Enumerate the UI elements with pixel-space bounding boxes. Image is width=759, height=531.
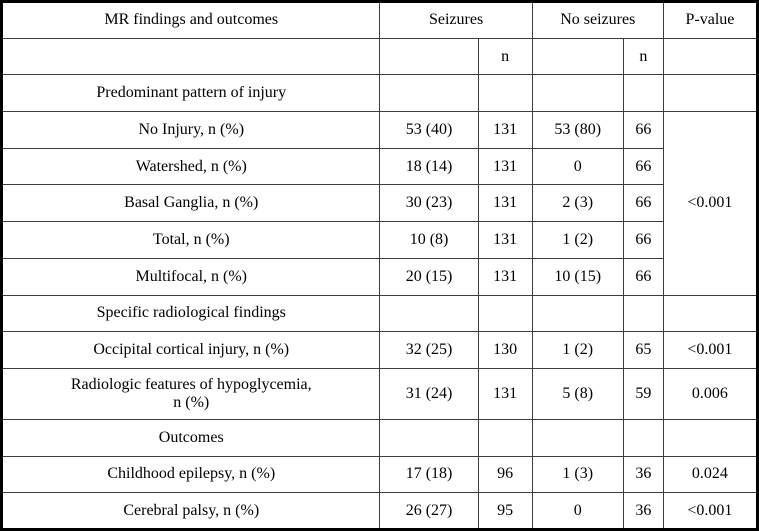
- cell-no-seizures-n: 36: [622, 492, 664, 530]
- cell-no-seizures-value: 2 (3): [531, 184, 624, 223]
- cell-seizures-n: 131: [477, 184, 533, 223]
- cell-seizures-value: 30 (23): [379, 184, 479, 223]
- cell-seizures-value: 32 (25): [379, 331, 479, 369]
- cell-no-seizures-value: [531, 294, 624, 333]
- header-seizures: Seizures: [379, 1, 533, 39]
- cell-label: No Injury, n (%): [0, 111, 381, 149]
- cell-seizures-value: 10 (8): [379, 221, 479, 259]
- cell-label: Predominant pattern of injury: [0, 74, 381, 113]
- cell-no-seizures-n: 65: [622, 331, 664, 369]
- cell-no-seizures-n: [622, 294, 664, 333]
- cell-label: Specific radiological findings: [0, 294, 381, 333]
- cell-seizures-value: 17 (18): [379, 455, 479, 494]
- cell-seizures-n: [477, 418, 533, 457]
- subheader-no-seizures-value-cell: [531, 37, 624, 76]
- cell-pvalue: [662, 294, 759, 333]
- cell-no-seizures-n: 66: [622, 111, 664, 149]
- row-basal-ganglia: Basal Ganglia, n (%) 30 (23) 131 2 (3) 6…: [0, 184, 758, 223]
- cell-label: Childhood epilepsy, n (%): [0, 455, 381, 494]
- row-childhood-epilepsy: Childhood epilepsy, n (%) 17 (18) 96 1 (…: [0, 455, 759, 494]
- cell-seizures-value: [379, 74, 479, 113]
- row-no-injury: No Injury, n (%) 53 (40) 131 53 (80) 66 …: [0, 111, 759, 296]
- cell-no-seizures-value: [531, 74, 624, 113]
- cell-seizures-n: [477, 294, 533, 333]
- cell-no-seizures-n: 66: [622, 147, 664, 186]
- header-row: MR findings and outcomes Seizures No sei…: [0, 1, 759, 39]
- cell-no-seizures-value: 10 (15): [531, 257, 624, 296]
- row-outcomes: Outcomes: [0, 418, 759, 457]
- header-pvalue: P-value: [662, 1, 759, 39]
- cell-pvalue: <0.001: [662, 492, 759, 530]
- cell-seizures-n: 130: [477, 331, 533, 369]
- cell-seizures-value: 31 (24): [379, 367, 479, 420]
- row-hypoglycemia-features: Radiologic features of hypoglycemia, n (…: [0, 367, 759, 420]
- cell-label: Cerebral palsy, n (%): [0, 492, 381, 530]
- cell-seizures-n: 131: [477, 367, 533, 420]
- row-specific-findings: Specific radiological findings: [0, 294, 759, 333]
- cell-no-seizures-value: 1 (2): [531, 221, 624, 259]
- header-mr-findings: MR findings and outcomes: [0, 1, 381, 39]
- cell-seizures-n: 131: [477, 221, 533, 259]
- cell-label: Watershed, n (%): [0, 147, 381, 186]
- cell-seizures-n: 131: [477, 147, 533, 186]
- row-cerebral-palsy: Cerebral palsy, n (%) 26 (27) 95 0 36 <0…: [0, 492, 759, 530]
- cell-seizures-n: 96: [477, 455, 533, 494]
- cell-no-seizures-value: 1 (2): [531, 331, 624, 369]
- cell-no-seizures-value: [531, 418, 624, 457]
- row-watershed: Watershed, n (%) 18 (14) 131 0 66: [0, 147, 758, 186]
- subheader-seizures-value-cell: [379, 37, 479, 76]
- subheader-seizures-n: n: [477, 37, 533, 76]
- cell-no-seizures-value: 53 (80): [531, 111, 624, 149]
- cell-pvalue: [662, 418, 759, 457]
- cell-no-seizures-value: 0: [531, 492, 624, 530]
- subheader-row: n n: [0, 37, 759, 76]
- cell-seizures-value: 18 (14): [379, 147, 479, 186]
- cell-no-seizures-n: 66: [622, 221, 664, 259]
- cell-no-seizures-n: 59: [622, 367, 664, 420]
- cell-label: Multifocal, n (%): [0, 257, 381, 296]
- cell-seizures-value: [379, 294, 479, 333]
- cell-pvalue-merged: <0.001: [662, 111, 759, 296]
- row-multifocal: Multifocal, n (%) 20 (15) 131 10 (15) 66: [0, 257, 758, 296]
- cell-label: Occipital cortical injury, n (%): [0, 331, 381, 369]
- header-no-seizures: No seizures: [531, 1, 664, 39]
- cell-seizures-n: 95: [477, 492, 533, 530]
- subheader-no-seizures-n: n: [622, 37, 664, 76]
- subheader-pvalue-cell: [662, 37, 759, 76]
- cell-pvalue: [662, 74, 759, 113]
- cell-no-seizures-n: [622, 418, 664, 457]
- cell-no-seizures-n: 66: [622, 184, 664, 223]
- cell-no-seizures-n: 36: [622, 455, 664, 494]
- cell-no-seizures-n: [622, 74, 664, 113]
- cell-no-seizures-value: 5 (8): [531, 367, 624, 420]
- cell-pvalue: 0.006: [662, 367, 759, 420]
- cell-seizures-value: 53 (40): [379, 111, 479, 149]
- row-predominant-pattern: Predominant pattern of injury: [0, 74, 759, 113]
- cell-label: Outcomes: [0, 418, 381, 457]
- cell-seizures-value: [379, 418, 479, 457]
- cell-pvalue: 0.024: [662, 455, 759, 494]
- subheader-label-cell: [0, 37, 381, 76]
- cell-no-seizures-n: 66: [622, 257, 664, 296]
- cell-seizures-n: 131: [477, 111, 533, 149]
- cell-seizures-n: 131: [477, 257, 533, 296]
- cell-no-seizures-value: 0: [531, 147, 624, 186]
- row-total: Total, n (%) 10 (8) 131 1 (2) 66: [0, 221, 758, 259]
- cell-no-seizures-value: 1 (3): [531, 455, 624, 494]
- cell-seizures-value: 20 (15): [379, 257, 479, 296]
- cell-label: Total, n (%): [0, 221, 381, 259]
- row-occipital-cortical-injury: Occipital cortical injury, n (%) 32 (25)…: [0, 331, 759, 369]
- cell-pvalue: <0.001: [662, 331, 759, 369]
- cell-seizures-n: [477, 74, 533, 113]
- cell-label: Radiologic features of hypoglycemia, n (…: [0, 367, 381, 420]
- cell-label: Basal Ganglia, n (%): [0, 184, 381, 223]
- cell-seizures-value: 26 (27): [379, 492, 479, 530]
